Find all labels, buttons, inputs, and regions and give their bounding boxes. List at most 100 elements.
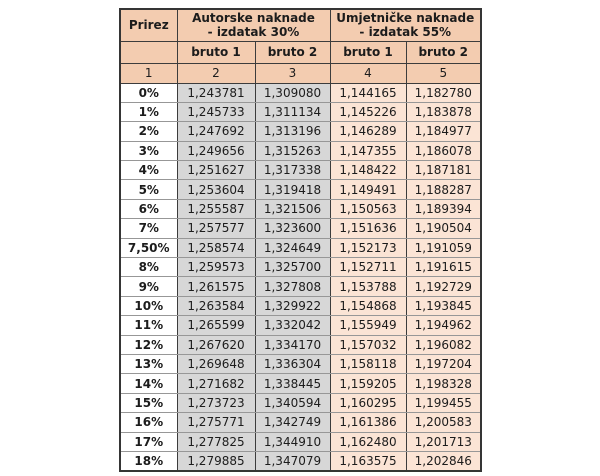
table-row: 18% 1,279885 1,347079 1,163575 1,202846 (119, 451, 482, 471)
autorske-bruto1-cell: 1,258574 (176, 238, 256, 259)
autorske-bruto1-cell: 1,255587 (176, 199, 256, 220)
umjetnicke-bruto1-cell: 1,154868 (329, 296, 407, 317)
umjetnicke-bruto1-cell: 1,161386 (329, 412, 407, 433)
autorske-bruto1-cell: 1,259573 (176, 257, 256, 278)
prirez-cell: 4% (119, 160, 178, 181)
umjetnicke-bruto2-cell: 1,199455 (405, 393, 482, 414)
header-bruto1-autorske: bruto 1 (176, 41, 256, 64)
autorske-bruto1-cell: 1,247692 (176, 121, 256, 142)
header-group-row: Prirez Autorske naknade - izdatak 30% Um… (119, 9, 482, 42)
autorske-bruto1-cell: 1,243781 (176, 83, 256, 103)
autorske-bruto2-cell: 1,321506 (254, 199, 331, 220)
umjetnicke-bruto1-cell: 1,158118 (329, 354, 407, 375)
umjetnicke-bruto1-cell: 1,155949 (329, 315, 407, 336)
umjetnicke-bruto2-cell: 1,188287 (405, 179, 482, 200)
autorske-bruto2-cell: 1,342749 (254, 412, 331, 433)
autorske-bruto1-cell: 1,263584 (176, 296, 256, 317)
autorske-bruto2-cell: 1,340594 (254, 393, 331, 414)
umjetnicke-bruto1-cell: 1,148422 (329, 160, 407, 181)
umjetnicke-bruto1-cell: 1,152711 (329, 257, 407, 278)
autorske-bruto1-cell: 1,269648 (176, 354, 256, 375)
autorske-bruto1-cell: 1,249656 (176, 141, 256, 162)
header-index-2: 2 (176, 63, 256, 84)
prirez-cell: 12% (119, 335, 178, 355)
header-prirez: Prirez (119, 9, 178, 42)
prirez-cell: 6% (119, 199, 178, 220)
prirez-cell: 15% (119, 393, 178, 414)
prirez-cell: 7% (119, 218, 178, 239)
prirez-cell: 13% (119, 354, 178, 375)
table-row: 7,50% 1,258574 1,324649 1,152173 1,191059 (119, 238, 482, 259)
rates-table: Prirez Autorske naknade - izdatak 30% Um… (119, 8, 483, 472)
autorske-bruto2-cell: 1,311134 (254, 102, 331, 123)
table-body: 0% 1,243781 1,309080 1,144165 1,182780 1% 1,24… (119, 83, 482, 471)
autorske-bruto2-cell: 1,347079 (254, 451, 331, 471)
header-group-umjetnicke-line2: - izdatak 55% (359, 25, 452, 40)
umjetnicke-bruto1-cell: 1,146289 (329, 121, 407, 142)
umjetnicke-bruto1-cell: 1,159205 (329, 373, 407, 394)
autorske-bruto1-cell: 1,261575 (176, 276, 256, 297)
umjetnicke-bruto2-cell: 1,198328 (405, 373, 482, 394)
umjetnicke-bruto2-cell: 1,201713 (405, 432, 482, 452)
autorske-bruto2-cell: 1,319418 (254, 179, 331, 200)
prirez-cell: 8% (119, 257, 178, 278)
header-sub-row: bruto 1 bruto 2 bruto 1 bruto 2 (119, 41, 482, 64)
autorske-bruto2-cell: 1,323600 (254, 218, 331, 239)
table-row: 9% 1,261575 1,327808 1,153788 1,192729 (119, 276, 482, 297)
umjetnicke-bruto2-cell: 1,187181 (405, 160, 482, 181)
umjetnicke-bruto2-cell: 1,196082 (405, 335, 482, 355)
umjetnicke-bruto2-cell: 1,202846 (405, 451, 482, 471)
prirez-cell: 7,50% (119, 238, 178, 259)
table-row: 11% 1,265599 1,332042 1,155949 1,194962 (119, 315, 482, 336)
prirez-cell: 0% (119, 83, 178, 103)
table-row: 8% 1,259573 1,325700 1,152711 1,191615 (119, 257, 482, 278)
table-row: 10% 1,263584 1,329922 1,154868 1,193845 (119, 296, 482, 317)
umjetnicke-bruto1-cell: 1,157032 (329, 335, 407, 355)
header-index-5: 5 (405, 63, 482, 84)
autorske-bruto2-cell: 1,327808 (254, 276, 331, 297)
umjetnicke-bruto2-cell: 1,186078 (405, 141, 482, 162)
prirez-cell: 3% (119, 141, 178, 162)
umjetnicke-bruto1-cell: 1,163575 (329, 451, 407, 471)
table-row: 5% 1,253604 1,319418 1,149491 1,188287 (119, 179, 482, 200)
header-bruto2-umjetnicke: bruto 2 (405, 41, 482, 64)
table-row: 4% 1,251627 1,317338 1,148422 1,187181 (119, 160, 482, 181)
prirez-cell: 9% (119, 276, 178, 297)
autorske-bruto1-cell: 1,245733 (176, 102, 256, 123)
header-group-umjetnicke: Umjetničke naknade - izdatak 55% (329, 9, 482, 42)
table-header: Prirez Autorske naknade - izdatak 30% Um… (119, 9, 482, 84)
umjetnicke-bruto1-cell: 1,152173 (329, 238, 407, 259)
umjetnicke-bruto2-cell: 1,197204 (405, 354, 482, 375)
autorske-bruto2-cell: 1,332042 (254, 315, 331, 336)
umjetnicke-bruto2-cell: 1,194962 (405, 315, 482, 336)
autorske-bruto2-cell: 1,324649 (254, 238, 331, 259)
umjetnicke-bruto1-cell: 1,151636 (329, 218, 407, 239)
autorske-bruto1-cell: 1,271682 (176, 373, 256, 394)
header-empty-cell (119, 41, 178, 64)
umjetnicke-bruto1-cell: 1,150563 (329, 199, 407, 220)
umjetnicke-bruto1-cell: 1,145226 (329, 102, 407, 123)
table-row: 6% 1,255587 1,321506 1,150563 1,189394 (119, 199, 482, 220)
autorske-bruto2-cell: 1,329922 (254, 296, 331, 317)
autorske-bruto2-cell: 1,315263 (254, 141, 331, 162)
header-group-autorske-line1: Autorske naknade (192, 10, 315, 25)
autorske-bruto1-cell: 1,267620 (176, 335, 256, 355)
prirez-cell: 16% (119, 412, 178, 433)
umjetnicke-bruto2-cell: 1,193845 (405, 296, 482, 317)
umjetnicke-bruto1-cell: 1,153788 (329, 276, 407, 297)
table-row: 1% 1,245733 1,311134 1,145226 1,183878 (119, 102, 482, 123)
umjetnicke-bruto2-cell: 1,200583 (405, 412, 482, 433)
table-row: 14% 1,271682 1,338445 1,159205 1,198328 (119, 373, 482, 394)
autorske-bruto1-cell: 1,273723 (176, 393, 256, 414)
header-index-row: 1 2 3 4 5 (119, 63, 482, 84)
autorske-bruto2-cell: 1,334170 (254, 335, 331, 355)
autorske-bruto1-cell: 1,275771 (176, 412, 256, 433)
autorske-bruto2-cell: 1,313196 (254, 121, 331, 142)
prirez-cell: 1% (119, 102, 178, 123)
table-row: 2% 1,247692 1,313196 1,146289 1,184977 (119, 121, 482, 142)
header-index-4: 4 (329, 63, 407, 84)
header-group-umjetnicke-line1: Umjetničke naknade (336, 10, 475, 25)
header-bruto1-umjetnicke: bruto 1 (329, 41, 407, 64)
prirez-cell: 17% (119, 432, 178, 452)
